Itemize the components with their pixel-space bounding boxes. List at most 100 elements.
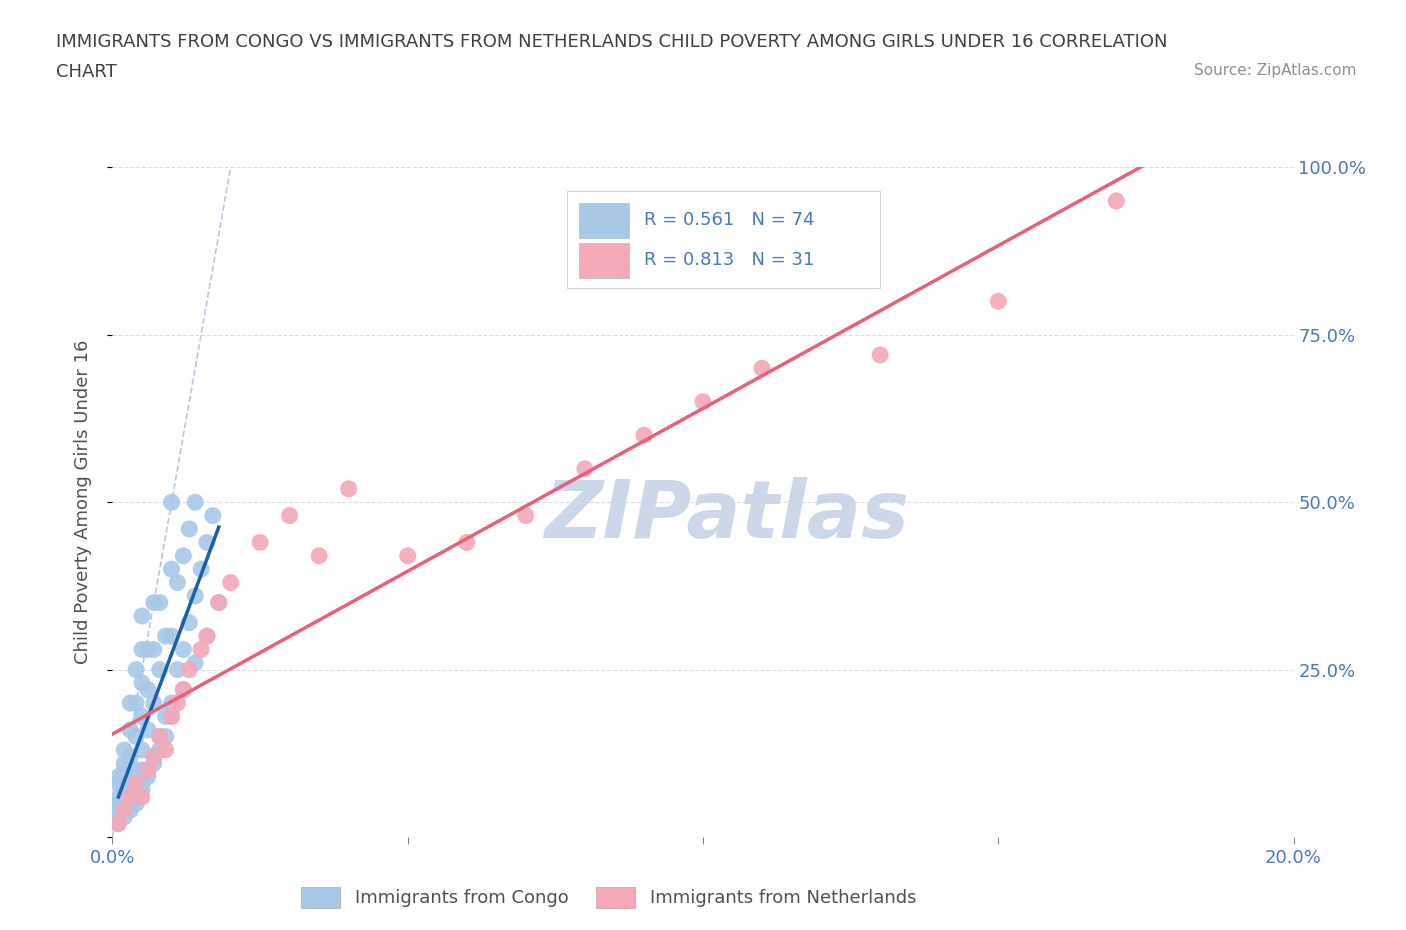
Point <box>125 696 148 711</box>
Point <box>179 522 201 537</box>
Point <box>155 742 177 757</box>
Point <box>112 803 135 817</box>
Point <box>136 763 159 777</box>
Point <box>184 495 207 510</box>
Point <box>120 790 142 804</box>
Text: ZIPatlas: ZIPatlas <box>544 476 910 554</box>
Point <box>131 776 153 790</box>
Point <box>751 361 773 376</box>
Point <box>107 769 129 784</box>
Point <box>131 709 153 724</box>
Point <box>160 696 183 711</box>
Point <box>172 683 194 698</box>
Point <box>166 696 188 711</box>
Point <box>131 642 153 657</box>
Point <box>166 662 188 677</box>
Point <box>131 608 153 623</box>
Text: IMMIGRANTS FROM CONGO VS IMMIGRANTS FROM NETHERLANDS CHILD POVERTY AMONG GIRLS U: IMMIGRANTS FROM CONGO VS IMMIGRANTS FROM… <box>56 33 1168 50</box>
Point <box>184 656 207 671</box>
Point <box>190 642 212 657</box>
Point <box>125 729 148 744</box>
Point <box>172 642 194 657</box>
Point <box>149 742 172 757</box>
Point <box>184 589 207 604</box>
FancyBboxPatch shape <box>567 191 880 288</box>
Point <box>125 790 148 804</box>
Point <box>107 817 129 831</box>
Point <box>208 595 231 610</box>
Text: R = 0.561   N = 74: R = 0.561 N = 74 <box>644 211 814 230</box>
Point <box>160 562 183 577</box>
Point <box>337 482 360 497</box>
Point <box>107 776 129 790</box>
Point <box>160 495 183 510</box>
Point <box>120 776 142 790</box>
Point <box>149 595 172 610</box>
FancyBboxPatch shape <box>579 203 628 238</box>
Point <box>149 729 172 744</box>
Point <box>219 575 242 590</box>
Point <box>155 729 177 744</box>
Point <box>987 294 1010 309</box>
Point <box>136 642 159 657</box>
Point <box>120 696 142 711</box>
Point <box>131 790 153 804</box>
Point <box>142 696 165 711</box>
Point <box>201 508 224 523</box>
Point <box>107 796 129 811</box>
Point <box>107 809 129 824</box>
Y-axis label: Child Poverty Among Girls Under 16: Child Poverty Among Girls Under 16 <box>73 340 91 664</box>
Point <box>172 683 194 698</box>
Point <box>120 790 142 804</box>
Text: R = 0.813   N = 31: R = 0.813 N = 31 <box>644 251 814 270</box>
Point <box>869 348 891 363</box>
Point <box>166 575 188 590</box>
Point <box>142 595 165 610</box>
Point <box>112 742 135 757</box>
Point <box>112 763 135 777</box>
Point <box>131 763 153 777</box>
Point <box>125 796 148 811</box>
Point <box>633 428 655 443</box>
Point <box>131 742 153 757</box>
Point <box>160 709 183 724</box>
Point <box>208 595 231 610</box>
Point <box>125 662 148 677</box>
Point <box>142 750 165 764</box>
Point <box>195 629 218 644</box>
Point <box>107 817 129 831</box>
Point <box>136 769 159 784</box>
Point <box>112 783 135 798</box>
Point <box>112 783 135 798</box>
Point <box>120 723 142 737</box>
Point <box>112 756 135 771</box>
Point <box>692 394 714 409</box>
Point <box>278 508 301 523</box>
Point <box>125 776 148 790</box>
Point <box>456 535 478 550</box>
Point <box>149 729 172 744</box>
Point <box>112 803 135 817</box>
Point <box>574 461 596 476</box>
Text: CHART: CHART <box>56 63 117 81</box>
Point <box>136 763 159 777</box>
Point <box>112 796 135 811</box>
Point <box>142 756 165 771</box>
Text: Source: ZipAtlas.com: Source: ZipAtlas.com <box>1194 63 1357 78</box>
Point <box>107 790 129 804</box>
Point <box>136 683 159 698</box>
Point <box>120 750 142 764</box>
Point <box>396 549 419 564</box>
Point <box>160 709 183 724</box>
Point <box>155 709 177 724</box>
Point <box>195 535 218 550</box>
Legend: Immigrants from Congo, Immigrants from Netherlands: Immigrants from Congo, Immigrants from N… <box>294 880 924 915</box>
FancyBboxPatch shape <box>579 243 628 278</box>
Point <box>131 783 153 798</box>
Point <box>155 629 177 644</box>
Point <box>515 508 537 523</box>
Point <box>112 809 135 824</box>
Point <box>125 776 148 790</box>
Point <box>142 642 165 657</box>
Point <box>120 796 142 811</box>
